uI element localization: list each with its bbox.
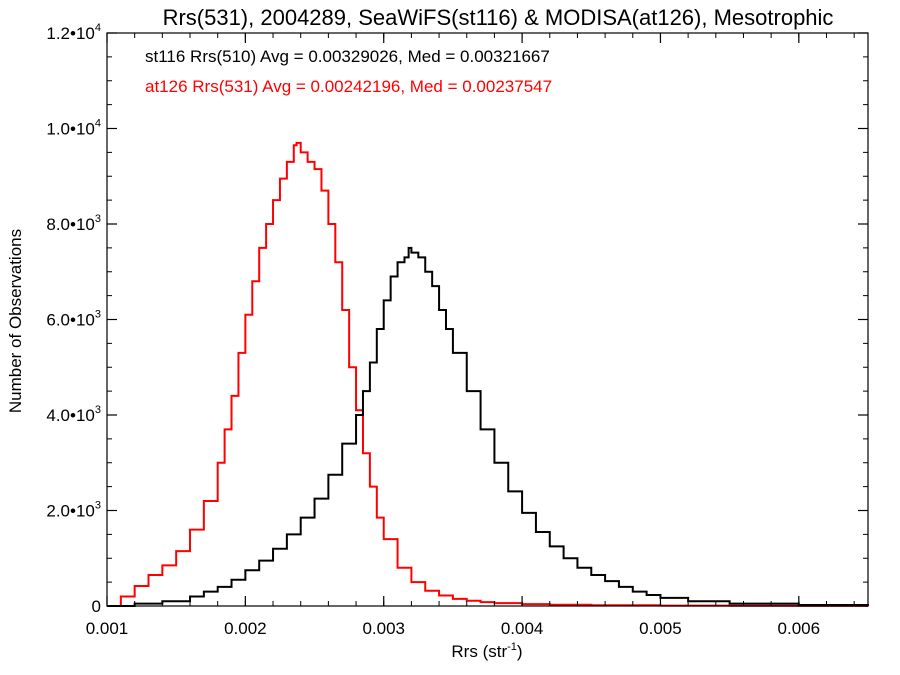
x-tick-label-1: 0.002 — [224, 619, 267, 638]
x-tick-label-4: 0.005 — [639, 619, 682, 638]
annotation-1: at126 Rrs(531) Avg = 0.00242196, Med = 0… — [145, 77, 552, 96]
annotation-0: st116 Rrs(510) Avg = 0.00329026, Med = 0… — [145, 47, 550, 66]
y-tick-label-3: 6.0•103 — [46, 309, 101, 330]
legend-annotations: st116 Rrs(510) Avg = 0.00329026, Med = 0… — [145, 47, 552, 96]
y-tick-label-6: 1.2•104 — [46, 22, 101, 43]
y-tick-label-4: 8.0•103 — [46, 213, 101, 234]
y-axis-label: Number of Observations — [6, 229, 25, 413]
y-tick-label-5: 1.0•104 — [46, 118, 101, 139]
chart-title: Rrs(531), 2004289, SeaWiFS(st116) & MODI… — [163, 5, 834, 30]
axis-ticks: 0.001 0.002 0.003 0.004 0.005 0.006 0 2.0•103 4.… — [46, 22, 868, 638]
series-layer — [107, 141, 869, 607]
y-tick-label-0: 0 — [92, 597, 101, 616]
x-tick-label-3: 0.004 — [501, 619, 544, 638]
series-line-0 — [107, 141, 869, 607]
x-tick-label-2: 0.003 — [362, 619, 405, 638]
y-tick-label-2: 4.0•103 — [46, 404, 101, 425]
plot-frame — [106, 32, 869, 607]
y-tick-label-1: 2.0•103 — [46, 500, 101, 521]
x-tick-label-0: 0.001 — [86, 619, 129, 638]
x-tick-label-5: 0.006 — [778, 619, 821, 638]
x-axis-label: Rrs (str-1) — [451, 641, 522, 661]
series-line-1 — [107, 246, 869, 607]
